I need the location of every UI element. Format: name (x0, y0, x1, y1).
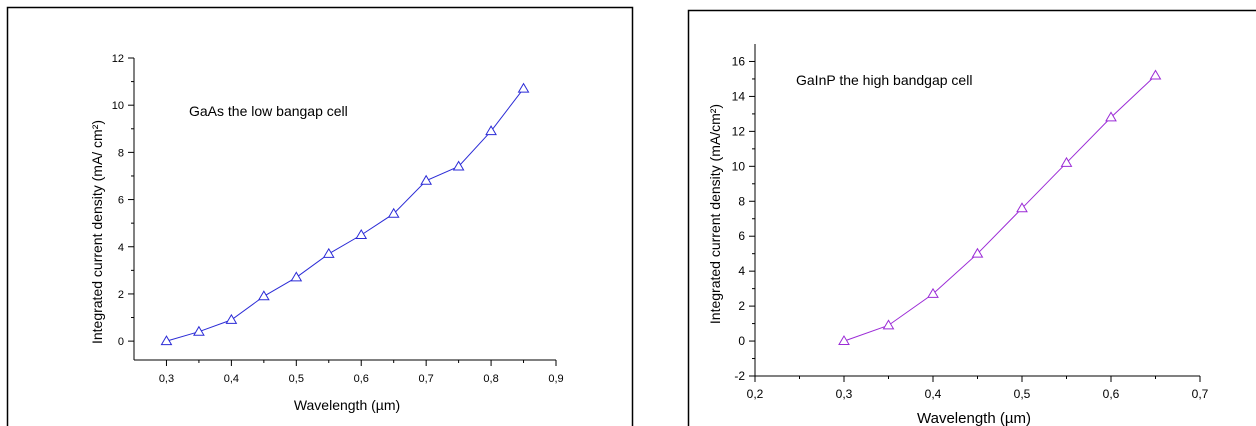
data-point (485, 125, 497, 136)
data-point (882, 319, 895, 330)
data-point (838, 335, 850, 346)
x-tick-label: 0,4 (224, 373, 239, 385)
y-tick-label: 16 (732, 54, 746, 68)
y-tick-label: 12 (732, 124, 746, 138)
data-point (1149, 69, 1162, 80)
x-tick-label: 0,8 (483, 373, 498, 385)
y-tick-label: 14 (732, 89, 746, 103)
y-tick-label: 0 (118, 336, 124, 348)
y-tick-label: 8 (118, 147, 124, 159)
data-point (517, 82, 530, 93)
x-axis-label: Wavelength (µm) (294, 397, 400, 413)
data-point (927, 287, 939, 298)
y-tick-label: 6 (738, 229, 745, 243)
x-tick-label: 0,9 (548, 373, 563, 385)
data-point (225, 313, 238, 324)
data-point (160, 335, 173, 346)
data-point (355, 228, 368, 239)
panel-frame (6, 6, 634, 426)
data-point (420, 174, 433, 185)
x-tick-label: 0,6 (354, 373, 369, 385)
series-line (166, 88, 524, 342)
chart-panel-gaas: GaAs the low bangap cell Wavelength (µm)… (6, 6, 634, 426)
x-tick-label: 0,2 (747, 387, 764, 401)
data-point (290, 271, 303, 282)
y-axis-label: Integrated current density (mA/cm²) (707, 104, 723, 324)
data-point (1105, 111, 1117, 122)
y-tick-label: 2 (738, 299, 745, 313)
data-point (387, 207, 400, 218)
x-tick-label: 0,6 (1103, 387, 1120, 401)
chart-annotation: GaAs the low bangap cell (189, 103, 348, 119)
y-tick-label: 0 (738, 334, 745, 348)
chart-gaas: GaAs the low bangap cell Wavelength (µm)… (6, 6, 634, 426)
y-tick-label: 10 (732, 159, 746, 173)
y-tick-label: 2 (118, 289, 124, 301)
data-point (1016, 202, 1028, 213)
y-tick-label: 4 (738, 264, 745, 278)
y-axis-label: Integrated current density (mA/ cm²) (89, 120, 105, 344)
data-point (452, 160, 465, 171)
x-tick-label: 0,5 (1014, 387, 1031, 401)
x-tick-label: 0,7 (419, 373, 434, 385)
data-point (322, 247, 335, 258)
y-tick-label: 12 (112, 53, 124, 65)
y-tick-label: 8 (738, 194, 745, 208)
x-tick-label: 0,5 (289, 373, 304, 385)
x-tick-label: 0,3 (836, 387, 853, 401)
data-point (257, 290, 270, 301)
data-point (971, 247, 984, 258)
series-line (843, 75, 1156, 342)
y-tick-label: 4 (118, 242, 124, 254)
panel-frame (687, 9, 1256, 426)
chart-gainp: GaInP the high bandgap cell Wavelength (… (687, 9, 1256, 426)
chart-panel-gainp: GaInP the high bandgap cell Wavelength (… (640, 0, 1256, 426)
x-tick-label: 0,7 (1192, 387, 1209, 401)
chart-annotation: GaInP the high bandgap cell (796, 72, 972, 88)
data-point (1060, 156, 1073, 167)
x-tick-label: 0,3 (159, 373, 174, 385)
x-tick-label: 0,4 (925, 387, 942, 401)
y-tick-label: -2 (734, 369, 745, 383)
data-point (193, 325, 205, 336)
y-tick-label: 10 (112, 100, 124, 112)
x-axis-label: Wavelength (µm) (917, 410, 1031, 426)
y-tick-label: 6 (118, 195, 124, 207)
